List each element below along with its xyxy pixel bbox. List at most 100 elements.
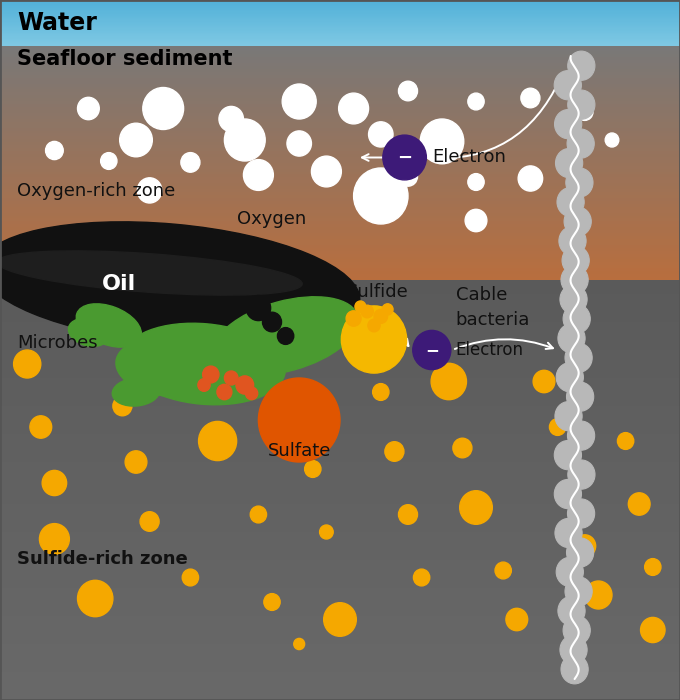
Text: −: − <box>397 148 412 167</box>
Text: Electron: Electron <box>432 148 506 167</box>
Circle shape <box>506 608 528 631</box>
Circle shape <box>533 370 555 393</box>
Circle shape <box>246 295 271 321</box>
Circle shape <box>113 396 132 416</box>
Circle shape <box>125 451 147 473</box>
Text: Sulfide: Sulfide <box>347 283 408 301</box>
Ellipse shape <box>554 71 581 100</box>
Ellipse shape <box>562 246 590 275</box>
Ellipse shape <box>122 323 286 405</box>
Ellipse shape <box>0 222 360 345</box>
Text: Sulfate: Sulfate <box>267 442 331 461</box>
Circle shape <box>383 135 426 180</box>
Circle shape <box>355 301 366 312</box>
Ellipse shape <box>559 226 586 255</box>
Circle shape <box>495 562 511 579</box>
Ellipse shape <box>567 129 594 158</box>
Ellipse shape <box>568 499 595 528</box>
Circle shape <box>549 419 566 435</box>
Circle shape <box>245 387 258 400</box>
Ellipse shape <box>555 402 582 430</box>
Text: Oxygen-rich zone: Oxygen-rich zone <box>17 182 175 200</box>
Ellipse shape <box>568 460 595 489</box>
Ellipse shape <box>561 654 588 684</box>
Circle shape <box>193 367 215 389</box>
Circle shape <box>431 363 466 400</box>
Ellipse shape <box>556 557 583 587</box>
Ellipse shape <box>564 207 592 236</box>
Circle shape <box>453 438 472 458</box>
Ellipse shape <box>69 318 108 346</box>
Circle shape <box>181 153 200 172</box>
Circle shape <box>398 81 418 101</box>
Ellipse shape <box>563 304 590 333</box>
Ellipse shape <box>568 51 595 80</box>
Circle shape <box>287 131 311 156</box>
Ellipse shape <box>116 339 211 396</box>
Ellipse shape <box>566 168 593 197</box>
Ellipse shape <box>560 635 587 664</box>
Circle shape <box>198 379 210 391</box>
Circle shape <box>203 366 219 383</box>
Circle shape <box>236 376 254 394</box>
Circle shape <box>605 133 619 147</box>
Circle shape <box>305 461 321 477</box>
Ellipse shape <box>568 90 595 119</box>
Circle shape <box>564 483 578 497</box>
Ellipse shape <box>554 109 581 139</box>
Ellipse shape <box>565 577 592 606</box>
Circle shape <box>369 122 393 147</box>
Circle shape <box>577 104 593 120</box>
Text: Oil: Oil <box>102 274 136 293</box>
Circle shape <box>320 525 333 539</box>
Circle shape <box>143 88 184 130</box>
Circle shape <box>78 97 99 120</box>
Circle shape <box>243 160 273 190</box>
Text: Cable
bacteria: Cable bacteria <box>456 286 530 330</box>
Circle shape <box>413 569 430 586</box>
Circle shape <box>354 168 408 224</box>
Ellipse shape <box>565 343 592 372</box>
Circle shape <box>30 416 52 438</box>
Circle shape <box>468 174 484 190</box>
Circle shape <box>645 559 661 575</box>
Ellipse shape <box>76 304 141 347</box>
Text: Seafloor sediment: Seafloor sediment <box>17 49 233 69</box>
Circle shape <box>382 304 393 315</box>
Circle shape <box>258 378 340 462</box>
Circle shape <box>398 167 418 186</box>
Circle shape <box>628 493 650 515</box>
Text: Sulfide-rich zone: Sulfide-rich zone <box>17 550 188 568</box>
Ellipse shape <box>563 616 590 645</box>
Circle shape <box>574 535 596 557</box>
Ellipse shape <box>224 314 292 365</box>
Ellipse shape <box>554 480 581 509</box>
Circle shape <box>46 141 63 160</box>
Circle shape <box>217 384 232 400</box>
Circle shape <box>250 506 267 523</box>
Circle shape <box>398 505 418 524</box>
Circle shape <box>78 580 113 617</box>
Text: Water: Water <box>17 10 97 34</box>
Circle shape <box>199 421 237 461</box>
Circle shape <box>585 581 612 609</box>
Circle shape <box>42 470 67 496</box>
Circle shape <box>311 156 341 187</box>
Circle shape <box>373 384 389 400</box>
Circle shape <box>294 638 305 650</box>
Ellipse shape <box>566 538 594 567</box>
Circle shape <box>368 319 380 332</box>
Ellipse shape <box>560 285 587 314</box>
Text: Microbes: Microbes <box>17 334 98 352</box>
Circle shape <box>341 306 407 373</box>
Circle shape <box>14 350 41 378</box>
Circle shape <box>224 119 265 161</box>
Ellipse shape <box>112 378 160 406</box>
Circle shape <box>224 371 238 385</box>
Circle shape <box>413 330 451 370</box>
Ellipse shape <box>558 323 585 353</box>
Text: Oxygen: Oxygen <box>237 210 307 228</box>
Ellipse shape <box>556 148 583 178</box>
Circle shape <box>518 166 543 191</box>
Circle shape <box>617 433 634 449</box>
